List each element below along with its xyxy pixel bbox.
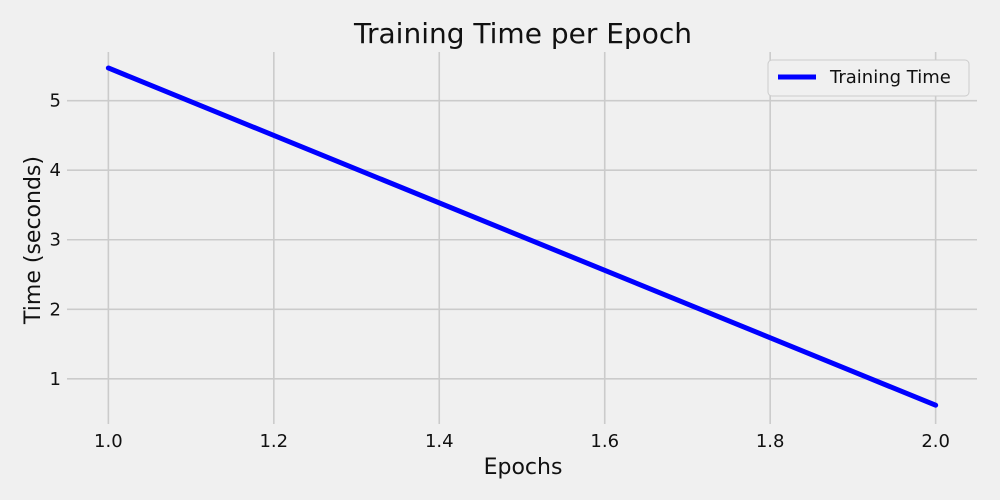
y-tick-label: 2	[50, 299, 61, 320]
y-tick-label: 4	[50, 160, 61, 181]
legend-box	[767, 59, 970, 97]
series-line-training-time	[105, 65, 939, 408]
y-tick-label: 3	[50, 230, 61, 251]
y-axis-label: Time (seconds)	[21, 156, 46, 325]
series-layer	[105, 65, 939, 408]
x-tick-label: 1.8	[756, 431, 785, 452]
x-tick-label: 1.4	[425, 431, 454, 452]
x-tick-label: 2.0	[921, 431, 950, 452]
x-tick-label: 1.2	[259, 431, 288, 452]
x-tick-label: 1.0	[94, 431, 123, 452]
legend-label-training-time: Training Time	[829, 67, 951, 88]
x-axis-ticks: 1.0 1.2 1.4 1.6 1.8 2.0	[94, 431, 950, 452]
chart-title: Training Time per Epoch	[353, 17, 692, 50]
x-axis-label: Epochs	[484, 455, 563, 480]
y-tick-label: 1	[50, 369, 61, 390]
gridlines	[67, 52, 977, 424]
legend: Training Time	[767, 59, 970, 97]
y-tick-label: 5	[50, 91, 61, 112]
x-tick-label: 1.6	[590, 431, 619, 452]
y-axis-ticks: 1 2 3 4 5	[50, 91, 61, 390]
